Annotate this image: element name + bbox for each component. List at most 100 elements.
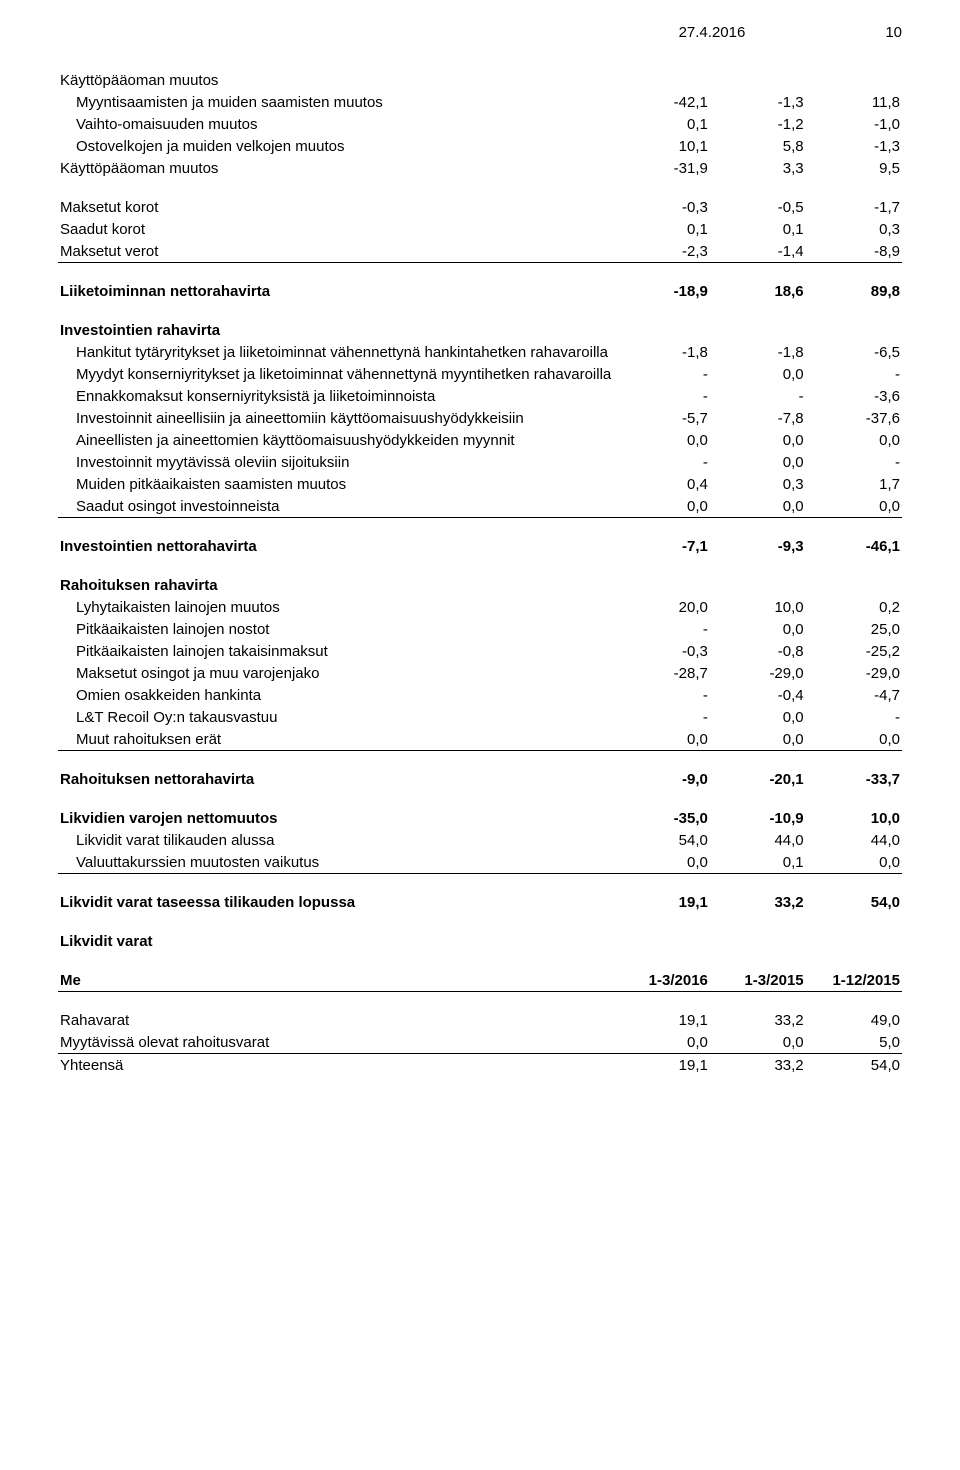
row-value: 1,7 [806,473,902,495]
row-value: 33,2 [710,1054,806,1077]
row-value: 1-3/2016 [614,969,710,992]
table-row: Käyttöpääoman muutos [58,69,902,91]
row-value: -1,0 [806,113,902,135]
row-value: -6,5 [806,341,902,363]
row-value: -10,9 [710,807,806,829]
row-value: 0,0 [806,728,902,751]
row-value: 20,0 [614,596,710,618]
table-row: Likvidit varat taseessa tilikauden lopus… [58,891,902,913]
row-value: -7,8 [710,407,806,429]
row-label: Aineellisten ja aineettomien käyttöomais… [58,429,614,451]
row-value: -9,0 [614,768,710,790]
row-value: - [614,451,710,473]
row-value: 18,6 [710,280,806,302]
row-value: 0,3 [806,218,902,240]
row-value: 0,2 [806,596,902,618]
row-value: -25,2 [806,640,902,662]
row-label: Rahoituksen nettorahavirta [58,768,614,790]
table-row: Muiden pitkäaikaisten saamisten muutos0,… [58,473,902,495]
row-value: 0,0 [614,429,710,451]
row-value: -37,6 [806,407,902,429]
row-label: Me [58,969,614,992]
row-label: Lyhytaikaisten lainojen muutos [58,596,614,618]
row-value: -35,0 [614,807,710,829]
row-label: Valuuttakurssien muutosten vaikutus [58,851,614,874]
row-value [806,930,902,952]
row-value: -4,7 [806,684,902,706]
row-value: 0,1 [710,218,806,240]
row-value [806,574,902,596]
table-row: Myydyt konserniyritykset ja liketoiminna… [58,363,902,385]
row-value: 44,0 [806,829,902,851]
row-value: 1-3/2015 [710,969,806,992]
table-row: Aineellisten ja aineettomien käyttöomais… [58,429,902,451]
row-value: 0,3 [710,473,806,495]
row-value: 9,5 [806,157,902,179]
row-value: 0,4 [614,473,710,495]
table-row: Omien osakkeiden hankinta--0,4-4,7 [58,684,902,706]
row-label: Myyntisaamisten ja muiden saamisten muut… [58,91,614,113]
table-row [58,263,902,281]
row-value [614,574,710,596]
row-value: 0,0 [806,851,902,874]
row-value: -1,2 [710,113,806,135]
table-row: Muut rahoituksen erät0,00,00,0 [58,728,902,751]
row-value: 10,0 [710,596,806,618]
row-value: -1,3 [806,135,902,157]
row-label: Investointien nettorahavirta [58,535,614,557]
table-row: Rahoituksen nettorahavirta-9,0-20,1-33,7 [58,768,902,790]
row-value: 11,8 [806,91,902,113]
table-row: Yhteensä19,133,254,0 [58,1054,902,1077]
row-value [806,319,902,341]
row-value: -31,9 [614,157,710,179]
row-value: -9,3 [710,535,806,557]
row-value: -28,7 [614,662,710,684]
row-label: Myytävissä olevat rahoitusvarat [58,1031,614,1054]
row-value: 0,1 [614,113,710,135]
row-label: Saadut korot [58,218,614,240]
table-row: Liiketoiminnan nettorahavirta-18,918,689… [58,280,902,302]
row-value: 5,8 [710,135,806,157]
row-value: 33,2 [710,1009,806,1031]
table-row: Investointien rahavirta [58,319,902,341]
row-value: 0,0 [710,618,806,640]
row-value: -7,1 [614,535,710,557]
row-value: 49,0 [806,1009,902,1031]
row-value [806,69,902,91]
row-value: 89,8 [806,280,902,302]
row-value: -1,8 [614,341,710,363]
row-value: 0,0 [710,495,806,518]
row-value: -5,7 [614,407,710,429]
table-row: Ostovelkojen ja muiden velkojen muutos10… [58,135,902,157]
table-row [58,302,902,319]
table-row: Investoinnit aineellisiin ja aineettomii… [58,407,902,429]
row-value: -3,6 [806,385,902,407]
row-value: 44,0 [710,829,806,851]
row-label: Yhteensä [58,1054,614,1077]
table-row: Pitkäaikaisten lainojen nostot-0,025,0 [58,618,902,640]
table-row: Saadut osingot investoinneista0,00,00,0 [58,495,902,518]
table-row: Ennakkomaksut konserniyrityksistä ja lii… [58,385,902,407]
table-row: Investointien nettorahavirta-7,1-9,3-46,… [58,535,902,557]
row-value: 3,3 [710,157,806,179]
row-value: 0,0 [614,1031,710,1054]
row-label: Käyttöpääoman muutos [58,157,614,179]
row-value [614,319,710,341]
row-value: -8,9 [806,240,902,263]
row-value: 1-12/2015 [806,969,902,992]
table-row: Vaihto-omaisuuden muutos0,1-1,2-1,0 [58,113,902,135]
row-label: Likvidien varojen nettomuutos [58,807,614,829]
row-value: 25,0 [806,618,902,640]
table-row: Myyntisaamisten ja muiden saamisten muut… [58,91,902,113]
row-value: - [614,363,710,385]
row-label: Likvidit varat taseessa tilikauden lopus… [58,891,614,913]
row-value: -29,0 [806,662,902,684]
table-row: Maksetut korot-0,3-0,5-1,7 [58,196,902,218]
row-value: 0,0 [614,728,710,751]
table-row: Valuuttakurssien muutosten vaikutus0,00,… [58,851,902,874]
row-value: -1,3 [710,91,806,113]
table-row: Lyhytaikaisten lainojen muutos20,010,00,… [58,596,902,618]
row-value: 33,2 [710,891,806,913]
table-row [58,874,902,892]
row-value: -0,5 [710,196,806,218]
